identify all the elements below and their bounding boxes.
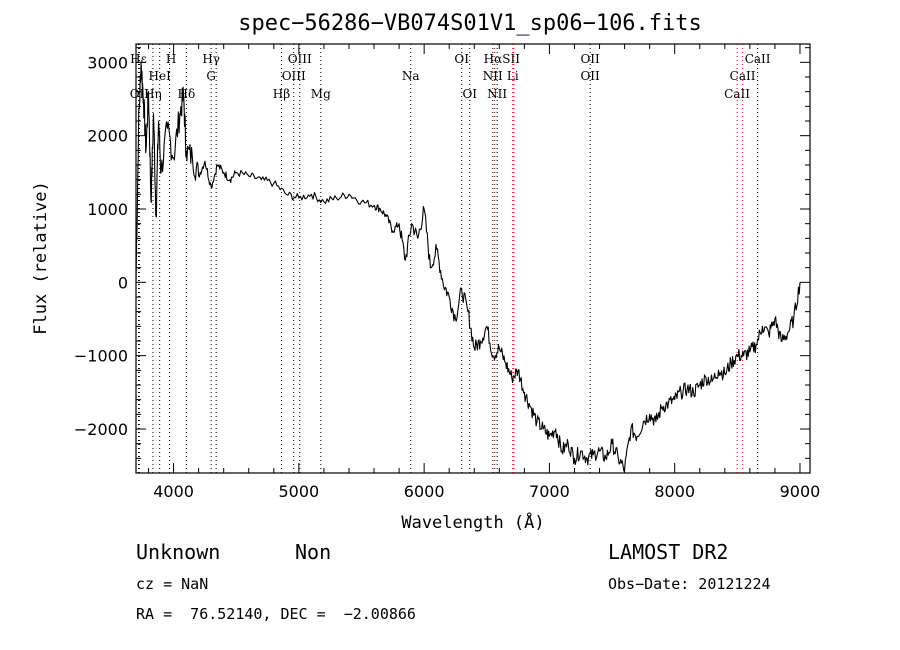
- line-label: NII: [483, 69, 503, 83]
- line-label: NII: [487, 87, 507, 101]
- x-axis: 4000 5000 6000 7000 8000 9000: [148, 44, 821, 501]
- coordinates-label: RA = 76.52140, DEC = −2.00866: [136, 605, 416, 623]
- x-tick-label: 8000: [654, 482, 695, 501]
- line-label: OI: [454, 52, 469, 66]
- line-label: Hδ: [178, 87, 196, 101]
- line-label: Hβ: [273, 87, 290, 101]
- line-label: Mg: [311, 87, 331, 101]
- x-axis-label: Wavelength (Å): [401, 511, 544, 533]
- line-label: CaII: [730, 69, 756, 83]
- line-label: CaII: [745, 52, 771, 66]
- line-label: OII: [580, 52, 600, 66]
- line-label: Na: [402, 69, 420, 83]
- line-label: HeI: [149, 69, 172, 83]
- line-label: OIII: [288, 52, 312, 66]
- line-label: Hε: [130, 52, 147, 66]
- line-label: Hγ: [202, 52, 220, 66]
- x-tick-label: 5000: [279, 482, 320, 501]
- y-tick-label: 3000: [87, 53, 128, 72]
- obs-date-label: Obs−Date: 20121224: [608, 575, 771, 593]
- x-tick-label: 6000: [404, 482, 445, 501]
- subclass-label: Non: [295, 540, 331, 564]
- line-label: G: [206, 69, 216, 83]
- y-tick-label: −2000: [74, 420, 128, 439]
- spectrum-series-line: [135, 61, 801, 472]
- x-tick-label: 9000: [780, 482, 821, 501]
- line-label: H: [166, 52, 176, 66]
- x-tick-label: 4000: [153, 482, 194, 501]
- line-label: CaII: [724, 87, 750, 101]
- spectral-line-markers: [138, 44, 759, 473]
- y-tick-label: 1000: [87, 200, 128, 219]
- y-axis-label: Flux (relative): [31, 181, 51, 335]
- x-tick-label: 7000: [529, 482, 570, 501]
- line-label: OII: [580, 69, 600, 83]
- class-label: Unknown: [136, 540, 220, 564]
- chart-title: spec−56286−VB074S01V1_sp06−106.fits: [238, 11, 702, 36]
- y-tick-label: 2000: [87, 127, 128, 146]
- plot-frame: [135, 43, 811, 474]
- y-tick-label: −1000: [74, 347, 128, 366]
- line-label: OIII: [282, 69, 306, 83]
- survey-label: LAMOST DR2: [608, 540, 728, 564]
- line-label: Li: [507, 69, 519, 83]
- line-label: OI: [462, 87, 477, 101]
- line-label: Hη: [144, 87, 162, 101]
- line-label: HαSII: [484, 52, 521, 66]
- y-tick-label: 0: [118, 273, 128, 292]
- cz-label: cz = NaN: [136, 575, 208, 593]
